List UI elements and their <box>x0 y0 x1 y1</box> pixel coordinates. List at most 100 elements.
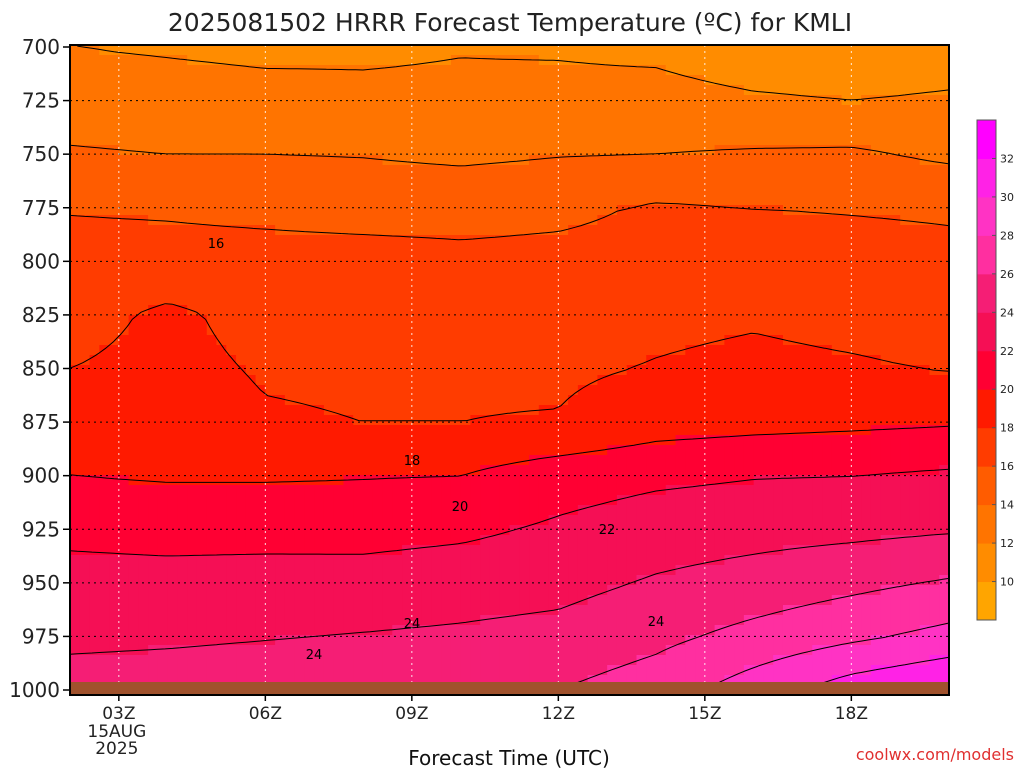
field-cell <box>480 365 491 376</box>
field-cell <box>206 525 218 536</box>
field-cell <box>529 445 540 456</box>
field-cell <box>489 295 501 306</box>
field-cell <box>89 315 100 326</box>
field-cell <box>402 115 413 126</box>
field-cell <box>333 505 345 516</box>
field-cell <box>792 465 804 476</box>
field-cell <box>343 375 354 386</box>
field-cell <box>792 335 804 346</box>
field-cell <box>294 45 305 56</box>
field-cell <box>196 595 208 606</box>
field-cell <box>470 285 481 296</box>
field-cell <box>880 505 891 516</box>
field-cell <box>450 75 462 86</box>
field-cell <box>431 165 442 176</box>
field-cell <box>441 195 452 206</box>
field-cell <box>939 475 949 486</box>
field-cell <box>880 85 891 96</box>
field-cell <box>138 335 149 346</box>
field-cell <box>890 265 901 276</box>
field-cell <box>363 385 374 396</box>
field-cell <box>587 285 598 296</box>
field-cell <box>568 185 579 196</box>
field-cell <box>753 175 765 186</box>
field-cell <box>480 145 491 156</box>
field-cell <box>304 555 315 566</box>
field-cell <box>538 45 550 56</box>
field-cell <box>470 515 481 526</box>
field-cell <box>196 435 208 446</box>
field-cell <box>509 535 520 546</box>
field-cell <box>665 375 677 386</box>
field-cell <box>304 185 315 196</box>
field-cell <box>665 235 677 246</box>
field-cell <box>265 405 276 416</box>
field-cell <box>509 215 520 226</box>
field-cell <box>841 305 852 316</box>
field-cell <box>138 435 149 446</box>
field-cell <box>99 55 110 66</box>
field-cell <box>509 405 520 416</box>
field-cell <box>626 145 638 156</box>
field-cell <box>79 175 91 186</box>
field-cell <box>372 85 384 96</box>
field-cell <box>636 195 647 206</box>
field-cell <box>392 325 403 336</box>
field-cell <box>548 135 559 146</box>
field-cell <box>812 75 823 86</box>
field-cell <box>753 535 765 546</box>
field-cell <box>831 585 843 596</box>
field-cell <box>441 245 452 256</box>
field-cell <box>607 585 618 596</box>
field-cell <box>880 315 891 326</box>
field-cell <box>695 305 706 316</box>
field-cell <box>568 105 579 116</box>
field-cell <box>294 315 305 326</box>
field-cell <box>421 285 432 296</box>
field-cell <box>206 245 218 256</box>
field-cell <box>128 485 139 496</box>
field-cell <box>314 585 325 596</box>
field-cell <box>743 345 755 356</box>
field-cell <box>196 235 208 246</box>
field-cell <box>538 325 550 336</box>
field-cell <box>802 145 813 156</box>
field-cell <box>411 65 423 76</box>
field-cell <box>763 455 774 466</box>
field-cell <box>890 245 901 256</box>
field-cell <box>421 345 432 356</box>
field-cell <box>538 375 550 386</box>
field-cell <box>587 105 598 116</box>
field-cell <box>343 275 354 286</box>
field-cell <box>812 135 823 146</box>
field-cell <box>724 315 735 326</box>
field-cell <box>470 385 481 396</box>
field-cell <box>265 85 276 96</box>
field-cell <box>519 585 530 596</box>
field-cell <box>656 245 667 256</box>
field-cell <box>870 135 882 146</box>
field-cell <box>831 225 843 236</box>
field-cell <box>519 245 530 256</box>
field-cell <box>363 295 374 306</box>
field-cell <box>402 275 413 286</box>
field-cell <box>216 75 227 86</box>
field-cell <box>597 225 608 236</box>
field-cell <box>450 335 462 346</box>
field-cell <box>597 585 608 596</box>
field-cell <box>714 375 725 386</box>
field-cell <box>851 165 862 176</box>
field-cell <box>743 195 755 206</box>
field-cell <box>421 295 432 306</box>
field-cell <box>489 425 501 436</box>
field-cell <box>89 505 100 516</box>
field-cell <box>196 325 208 336</box>
field-cell <box>909 205 921 216</box>
field-cell <box>675 145 686 156</box>
field-cell <box>431 395 442 406</box>
field-cell <box>568 355 579 366</box>
field-cell <box>782 255 794 266</box>
field-cell <box>665 425 677 436</box>
field-cell <box>782 385 794 396</box>
field-cell <box>470 465 481 476</box>
